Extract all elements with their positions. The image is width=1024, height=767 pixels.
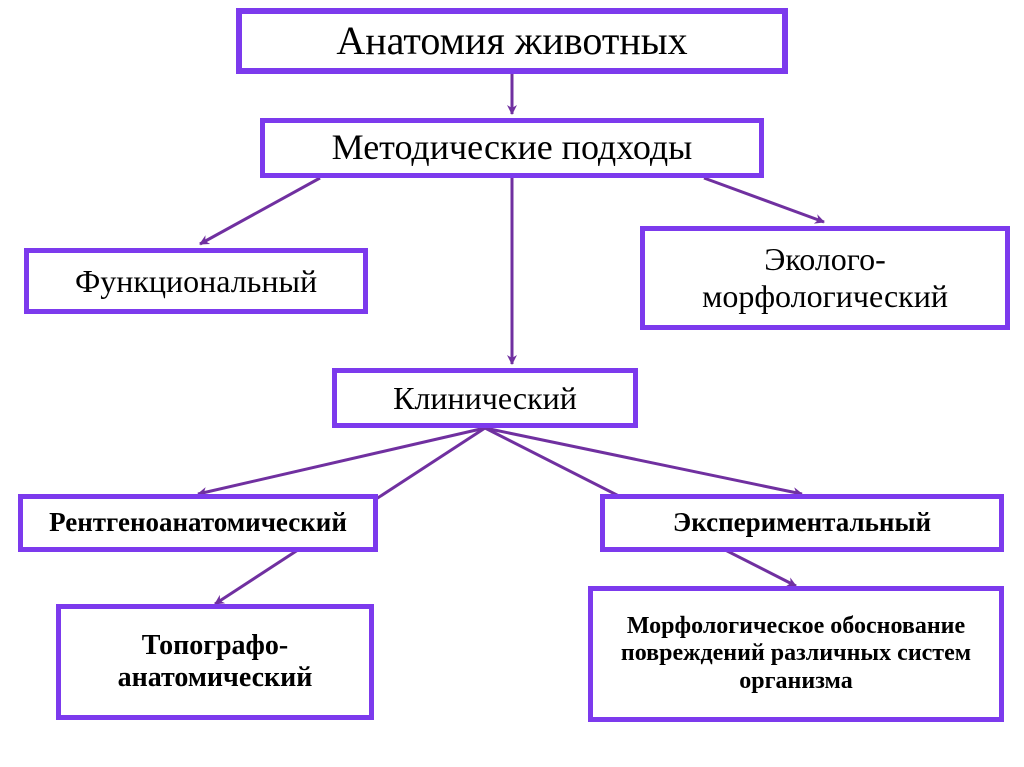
node-clinical: Клинический: [332, 368, 638, 428]
node-approaches: Методические подходы: [260, 118, 764, 178]
node-morph: Морфологическое обоснование повреждений …: [588, 586, 1004, 722]
node-ecomorph-label: Эколого-морфологический: [653, 241, 997, 315]
node-approaches-label: Методические подходы: [332, 127, 693, 168]
node-root: Анатомия животных: [236, 8, 788, 74]
node-experimental: Экспериментальный: [600, 494, 1004, 552]
node-topo-label: Топографо-анатомический: [69, 630, 361, 694]
node-experimental-label: Экспериментальный: [673, 507, 931, 538]
node-functional-label: Функциональный: [75, 263, 317, 300]
node-root-label: Анатомия животных: [336, 18, 687, 64]
node-topo: Топографо-анатомический: [56, 604, 374, 720]
node-functional: Функциональный: [24, 248, 368, 314]
node-xray: Рентгеноанатомический: [18, 494, 378, 552]
node-xray-label: Рентгеноанатомический: [49, 507, 347, 538]
node-morph-label: Морфологическое обоснование повреждений …: [601, 613, 991, 696]
node-ecomorph: Эколого-морфологический: [640, 226, 1010, 330]
node-clinical-label: Клинический: [393, 380, 577, 417]
